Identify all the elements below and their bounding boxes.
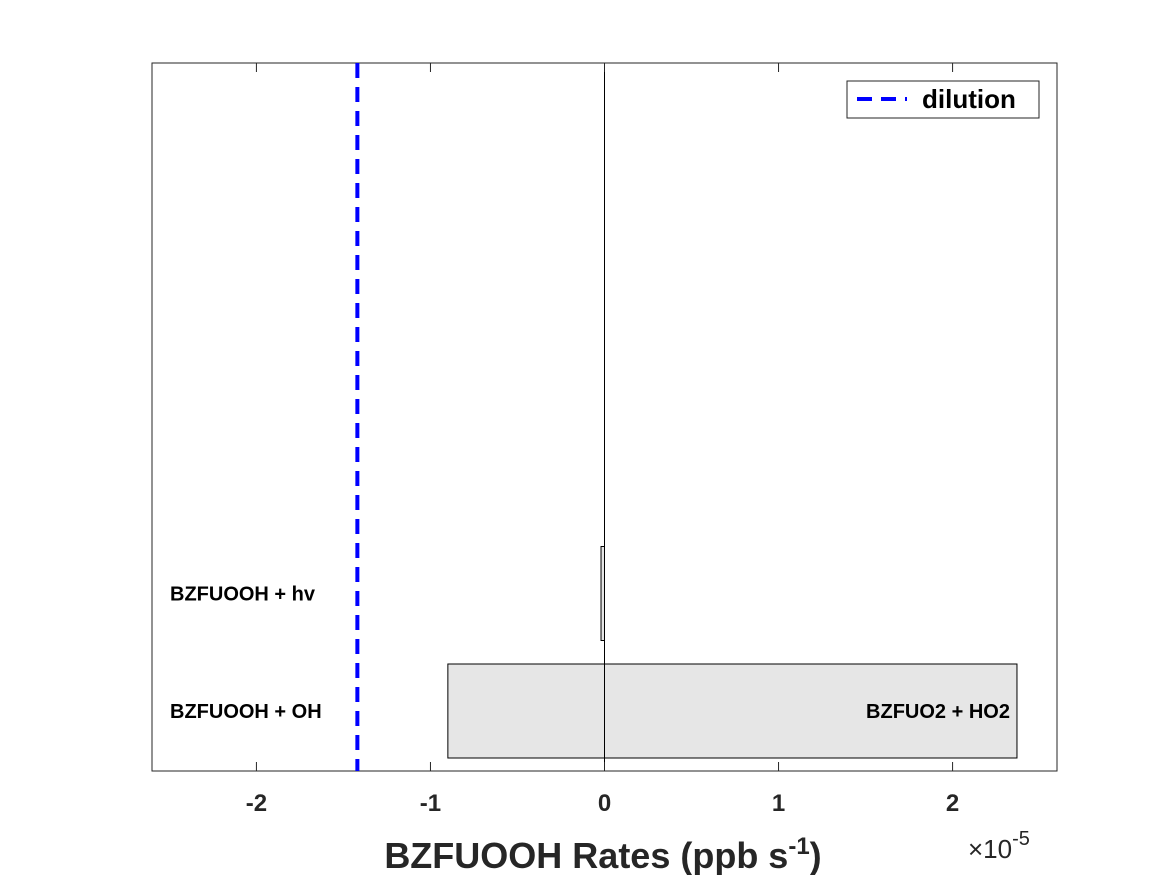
segment-label-bzfuooh-oh-1: BZFUO2 + HO2 bbox=[866, 701, 1010, 723]
x-tick-label: 1 bbox=[772, 790, 785, 817]
x-axis-title-end: ) bbox=[810, 835, 822, 875]
bar-bzfuooh-oh bbox=[447, 663, 1018, 759]
category-label-bzfuooh-hv: BZFUOOH + hv bbox=[170, 584, 316, 606]
x-tick-label: -2 bbox=[246, 790, 267, 817]
bars bbox=[447, 546, 1018, 759]
x-tick-label: 2 bbox=[946, 790, 959, 817]
category-label-bzfuooh-oh: BZFUOOH + OH bbox=[170, 701, 322, 723]
x-axis-title-superscript: -1 bbox=[788, 833, 809, 860]
x-axis-title: BZFUOOH Rates (ppb s-1) bbox=[384, 833, 821, 875]
bar-bzfuooh-hv bbox=[600, 546, 605, 641]
x-tick-label: -1 bbox=[420, 790, 441, 817]
x-tick-label: 0 bbox=[598, 790, 611, 817]
x-axis-multiplier-exponent: -5 bbox=[1012, 828, 1030, 850]
plot-area: -2 -1 0 1 2 BZFUOOH + OH BZFUOOH + hv BZFUO2 … bbox=[151, 62, 1058, 817]
legend-label-dilution: dilution bbox=[922, 84, 1016, 114]
x-ticks: -2 -1 0 1 2 bbox=[246, 63, 959, 817]
legend-box bbox=[846, 80, 1040, 119]
x-axis-multiplier: ×10-5 bbox=[968, 828, 1030, 864]
segment-labels: BZFUO2 + HO2 bbox=[866, 701, 1010, 723]
legend: dilution bbox=[846, 80, 1040, 119]
category-labels: BZFUOOH + OH BZFUOOH + hv bbox=[170, 584, 322, 724]
